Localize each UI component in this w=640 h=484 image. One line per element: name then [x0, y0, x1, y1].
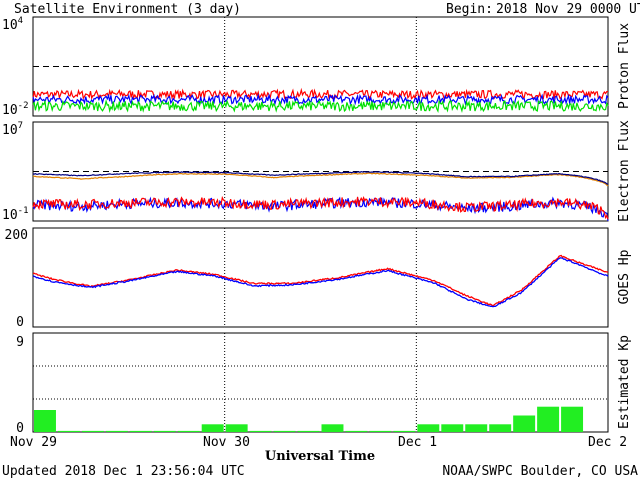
credit-text: NOAA/SWPC Boulder, CO USA [442, 464, 638, 479]
electron-ytick-bottom: 10-1 [2, 206, 29, 223]
xtick-dec2: Dec 2 [588, 435, 627, 450]
electron-series-orange [32, 172, 609, 187]
kp-bar [297, 430, 320, 432]
xaxis-label: Universal Time [265, 449, 375, 464]
hp-ytick-bottom: 0 [16, 315, 24, 330]
proton-series-blue [32, 93, 609, 106]
kp-bar [321, 424, 344, 432]
proton-series-green [32, 99, 609, 114]
kp-bar [489, 424, 512, 432]
kp-bar [393, 430, 416, 432]
hp-ytick-top: 200 [5, 228, 28, 243]
kp-bar [465, 424, 488, 432]
hp-ylabel: GOES Hp [617, 249, 632, 304]
kp-bar [369, 430, 392, 432]
kp-bar [153, 430, 176, 432]
kp-bar [57, 430, 80, 432]
kp-bar [513, 415, 536, 432]
kp-bar [34, 410, 56, 432]
updated-timestamp: Updated 2018 Dec 1 23:56:04 UTC [2, 464, 245, 479]
proton-ylabel: Proton Flux [617, 23, 632, 109]
kp-bar [177, 430, 200, 432]
proton-ytick-top: 104 [2, 16, 23, 33]
xtick-nov29: Nov 29 [10, 435, 57, 450]
kp-bar [225, 424, 248, 432]
kp-bar [273, 430, 296, 432]
kp-ytick-top: 9 [16, 335, 24, 350]
kp-bar [249, 430, 272, 432]
plot-layers [32, 17, 609, 432]
hp-panel-frame [32, 227, 609, 328]
begin-value: 2018 Nov 29 0000 UTC [496, 2, 640, 17]
kp-ylabel: Estimated Kp [617, 335, 632, 429]
kp-bar [201, 424, 224, 432]
kp-panel-frame [32, 332, 609, 433]
proton-panel-frame [32, 16, 609, 117]
kp-bar [105, 430, 128, 432]
kp-bar [417, 424, 440, 432]
proton-ytick-bottom: 10-2 [2, 101, 29, 118]
xtick-dec1: Dec 1 [398, 435, 437, 450]
proton-series-red [32, 87, 609, 101]
hp-series-red [32, 254, 609, 307]
electron-ylabel: Electron Flux [617, 120, 632, 222]
plot-title: Satellite Environment (3 day) [14, 2, 241, 17]
kp-bar [537, 406, 560, 432]
kp-bar [441, 424, 464, 432]
kp-bar [561, 406, 584, 432]
xtick-nov30: Nov 30 [203, 435, 250, 450]
kp-bar [129, 430, 152, 432]
kp-ytick-bottom: 0 [16, 421, 24, 436]
kp-bar [81, 430, 104, 432]
begin-label: Begin: [446, 2, 493, 17]
electron-ytick-top: 107 [2, 121, 23, 138]
hp-series-blue [32, 257, 609, 308]
electron-series-red [32, 195, 609, 220]
electron-series-navy [32, 170, 609, 185]
kp-bar [345, 430, 368, 432]
